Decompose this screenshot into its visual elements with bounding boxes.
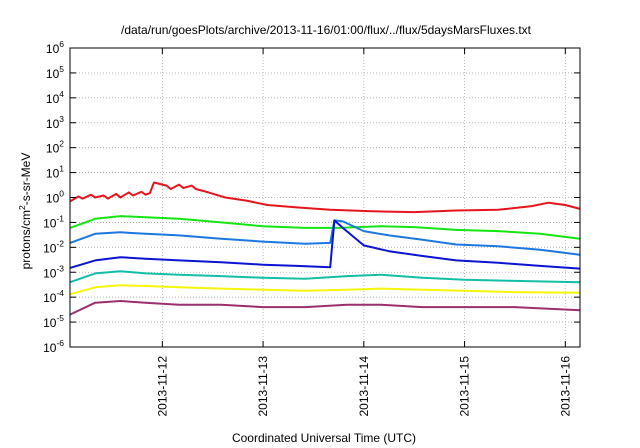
grid <box>70 48 580 347</box>
y-tick-label: 105 <box>46 64 64 81</box>
x-tick-label: 2013-11-13 <box>256 356 270 417</box>
y-tick-label: 100 <box>46 189 64 206</box>
y-tick-label: 10-3 <box>43 263 64 280</box>
x-tick-label: 2013-11-12 <box>155 356 169 417</box>
y-tick-label: 106 <box>46 39 64 56</box>
y-tick-label: 10-6 <box>43 338 64 355</box>
series-line-6 <box>69 284 581 296</box>
y-tick-label: 10-4 <box>43 288 64 305</box>
x-tick-label: 2013-11-16 <box>558 356 572 417</box>
y-tick-label: 10-2 <box>43 238 64 255</box>
x-tick-label: 2013-11-15 <box>458 356 472 417</box>
y-tick-label: 102 <box>46 139 64 156</box>
x-axis-label: Coordinated Universal Time (UTC) <box>232 431 416 445</box>
y-tick-label: 104 <box>46 89 64 106</box>
series-line-1 <box>69 181 581 214</box>
series-line-2 <box>69 215 581 240</box>
y-tick-label: 10-1 <box>43 213 64 230</box>
y-axis-label: protons/cm2-s-sr-MeV <box>17 153 33 270</box>
y-tick-label: 101 <box>46 164 64 181</box>
y-tick-label: 10-5 <box>43 313 64 330</box>
y-tick-label: 103 <box>46 114 64 131</box>
series-line-5 <box>69 270 581 284</box>
series-line-3 <box>69 219 581 256</box>
y-axis-ticks: 10-6 10-5 10-4 10-3 10-2 10-1 100 101 102 103 104 1… <box>43 39 580 355</box>
series-line-7 <box>69 300 581 316</box>
series-line-4 <box>69 219 581 270</box>
chart-title: /data/run/goesPlots/archive/2013-11-16/0… <box>121 23 532 37</box>
x-axis-ticks: 2013-11-12 2013-11-13 2013-11-14 2013-11-15… <box>155 48 572 417</box>
series-group <box>69 181 581 316</box>
x-tick-label: 2013-11-14 <box>357 356 371 417</box>
